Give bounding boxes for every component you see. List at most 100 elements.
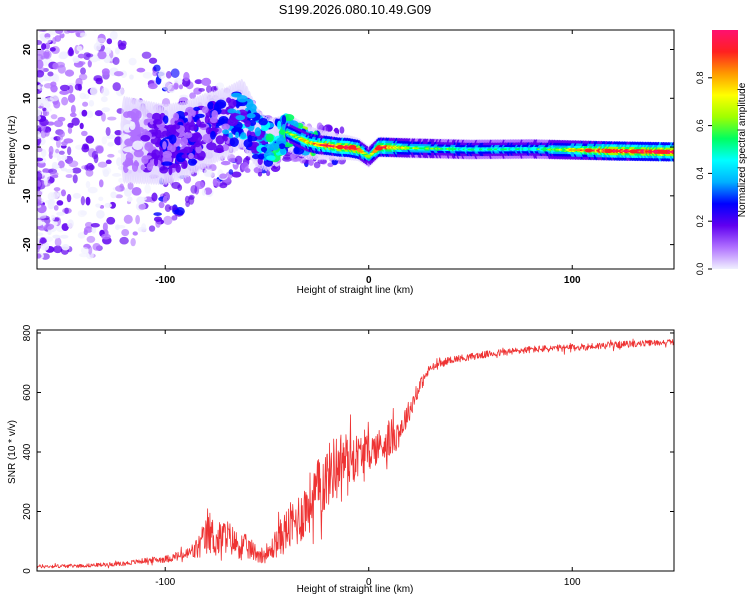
spectrogram-noise-blob: [78, 73, 88, 81]
spectrogram-noise-blob: [95, 145, 104, 154]
spectrogram-cluster-blob: [161, 161, 173, 166]
spectrogram-cluster-blob: [162, 150, 173, 159]
spectrogram-noise-blob: [74, 83, 82, 91]
spectrogram-noise-blob: [61, 223, 69, 231]
spectrogram-noise-blob: [51, 74, 58, 81]
spectrogram-noise-blob: [219, 182, 228, 189]
spectrogram-noise-blob: [80, 247, 90, 254]
spectrogram-noise-blob: [106, 38, 113, 45]
spectrogram-noise-blob: [292, 157, 302, 162]
spectrogram-noise-blob: [53, 187, 61, 192]
spectrogram-noise-blob: [141, 51, 152, 59]
spectrogram-noise-blob: [37, 85, 41, 90]
spectrogram-noise-blob: [121, 228, 130, 237]
spectrogram-y-tick-label: -20: [22, 237, 33, 252]
spectrogram-noise-blob: [170, 68, 180, 78]
spectrogram-noise-blob: [153, 212, 162, 216]
spectrogram-noise-blob: [53, 120, 64, 128]
spectrogram-noise-blob: [282, 154, 292, 160]
spectrogram-cluster-blob: [182, 159, 188, 169]
spectrogram-cluster-blob: [251, 154, 261, 160]
spectrogram-cluster-blob: [226, 97, 232, 104]
spectrogram-cluster-blob: [184, 123, 191, 133]
spectrogram-noise-blob: [97, 161, 108, 168]
spectrogram-cluster-blob: [124, 138, 135, 147]
snr-series-line: [37, 338, 674, 569]
spectrogram-noise-blob: [52, 37, 57, 45]
spectrogram-noise-blob: [44, 236, 54, 242]
spectrogram-noise-blob: [115, 194, 123, 199]
spectrogram-cluster-blob: [227, 108, 237, 114]
spectrogram-noise-blob: [72, 57, 80, 63]
spectrogram-cluster-blob: [218, 118, 225, 124]
spectrogram-noise-blob: [78, 253, 89, 258]
spectrogram-noise-blob: [112, 82, 121, 92]
spectrogram-noise-blob: [148, 225, 156, 232]
spectrogram-noise-blob: [43, 36, 52, 44]
spectrogram-cluster-blob: [126, 111, 136, 118]
spectrogram-noise-blob: [67, 219, 74, 229]
spectrogram-noise-blob: [53, 100, 61, 109]
spectrogram-cluster-blob: [258, 117, 268, 126]
spectrogram-noise-blob: [85, 169, 94, 177]
spectrogram-cluster-blob: [215, 144, 224, 154]
spectrogram-noise-blob: [79, 32, 87, 38]
spectrogram-noise-blob: [72, 174, 78, 184]
spectrogram-cluster-blob: [260, 126, 269, 132]
spectrogram-noise-blob: [129, 74, 134, 80]
spectrogram-noise-blob: [77, 232, 86, 239]
spectrogram-noise-blob: [84, 221, 93, 229]
spectrogram-noise-blob: [67, 93, 76, 103]
spectrogram-noise-blob: [178, 84, 184, 90]
spectrogram-noise-blob: [112, 56, 120, 65]
spectrogram-noise-blob: [162, 195, 168, 204]
spectrogram-noise-blob: [241, 162, 249, 172]
spectrogram-noise-blob: [44, 223, 55, 230]
spectrogram-noise-blob: [148, 83, 158, 90]
spectrogram-cluster-blob: [183, 132, 193, 139]
spectrogram-noise-blob: [116, 157, 122, 167]
spectrogram-noise-blob: [40, 149, 47, 158]
spectrogram-noise-blob: [231, 171, 242, 178]
spectrogram-noise-blob: [60, 189, 67, 197]
spectrogram-noise-blob: [52, 62, 59, 70]
spectrogram-noise-blob: [289, 153, 296, 161]
spectrogram-noise-blob: [88, 100, 95, 107]
spectrogram-cluster-blob: [171, 151, 176, 159]
spectrogram-noise-blob: [189, 92, 197, 100]
spectrogram-noise-blob: [67, 122, 74, 129]
spectrogram-cluster-blob: [168, 134, 177, 145]
spectrogram-noise-blob: [77, 53, 85, 59]
spectrogram-noise-blob: [48, 198, 56, 206]
spectrogram-noise-blob: [85, 180, 91, 189]
spectrogram-noise-blob: [308, 159, 314, 166]
spectrogram-cluster-blob: [155, 129, 162, 139]
spectrogram-cluster-blob: [196, 119, 202, 127]
spectrogram-noise-blob: [41, 43, 47, 50]
spectrogram-cluster-blob: [221, 123, 230, 130]
spectrogram-cluster-blob: [122, 147, 134, 153]
spectrogram-noise-blob: [95, 203, 101, 208]
spectrogram-cluster-blob: [222, 144, 230, 152]
spectrogram-noise-blob: [76, 45, 83, 52]
spectrogram-noise-blob: [141, 223, 147, 231]
spectrogram-cluster-blob: [141, 155, 149, 164]
snr-x-label: Height of straight line (km): [297, 584, 414, 595]
snr-x-axis: -100 0 100: [155, 330, 581, 588]
spectrogram-noise-blob: [98, 179, 104, 188]
spectrogram-noise-blob: [118, 42, 127, 51]
spectrogram-noise-blob: [49, 47, 56, 52]
snr-frame: [36, 329, 675, 572]
spectrogram-cluster-blob: [265, 133, 274, 143]
spectrogram-noise-blob: [206, 171, 216, 178]
spectrogram-noise-blob: [136, 67, 146, 73]
spectrogram-cluster-blob: [159, 166, 169, 174]
spectrogram-noise-blob: [48, 145, 54, 155]
spectrogram-noise-blob: [65, 168, 74, 174]
spectrogram-x-tick-label: 100: [564, 275, 581, 286]
spectrogram-noise-blob: [313, 161, 321, 169]
spectrogram-cluster-blob: [183, 111, 189, 116]
spectrogram-noise-blob: [56, 139, 61, 148]
spectrogram-x-axis: -100 0 100: [155, 30, 581, 286]
